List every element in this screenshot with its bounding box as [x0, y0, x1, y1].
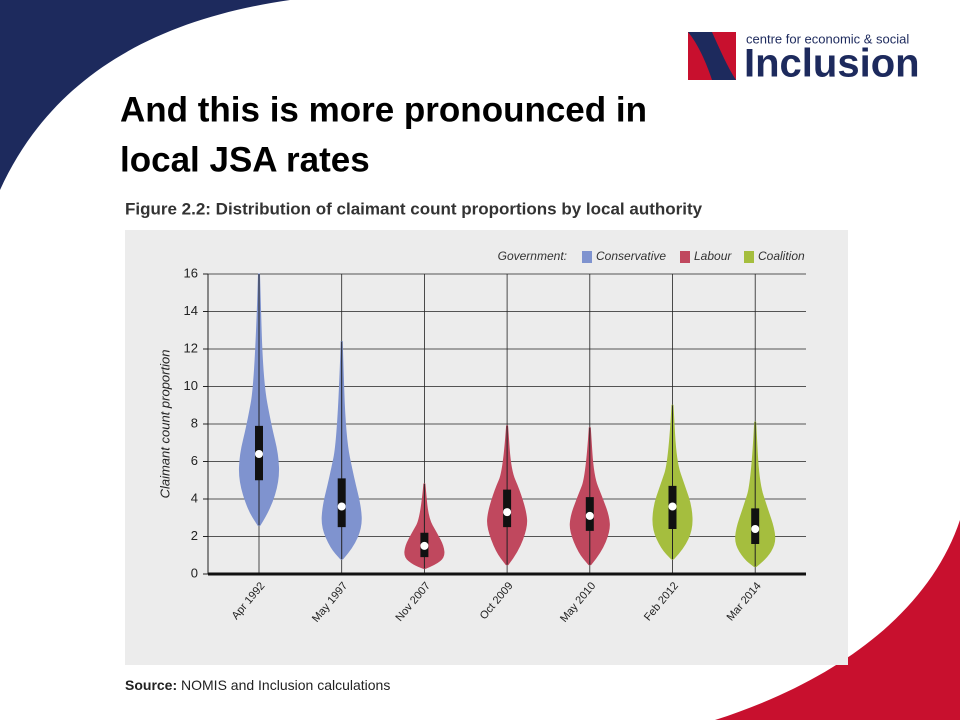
median: [751, 525, 760, 533]
legend-swatch: [582, 251, 592, 263]
legend-label: Coalition: [758, 249, 805, 263]
median: [503, 508, 512, 517]
y-tick-label: 2: [191, 528, 198, 543]
median: [668, 502, 677, 511]
corner-swoosh: [0, 0, 290, 190]
logo: centre for economic & social Inclusion: [688, 31, 920, 86]
y-tick-label: 14: [184, 303, 198, 318]
corner-swoosh: [715, 520, 960, 720]
logo-tagline: centre for economic & social: [746, 31, 909, 46]
chart-title: Figure 2.2: Distribution of claimant cou…: [125, 199, 703, 218]
legend-label: Conservative: [596, 249, 666, 263]
logo-icon: [688, 32, 736, 80]
y-tick-label: 0: [191, 565, 198, 580]
y-tick-label: 16: [184, 265, 198, 280]
y-tick-label: 8: [191, 415, 198, 430]
y-axis-label: Claimant count proportion: [157, 350, 172, 499]
source-text: NOMIS and Inclusion calculations: [181, 677, 390, 693]
median: [585, 511, 594, 520]
heading: local JSA rates: [120, 140, 370, 179]
source-label: Source:: [125, 677, 177, 693]
y-tick-label: 12: [184, 340, 198, 355]
median: [420, 541, 429, 550]
y-tick-label: 6: [191, 453, 198, 468]
source: Source: NOMIS and Inclusion calculations: [125, 677, 390, 693]
median: [337, 502, 346, 511]
heading: And this is more pronounced in: [120, 90, 647, 129]
median: [255, 450, 263, 458]
legend-swatch: [680, 251, 690, 263]
y-tick-label: 4: [191, 490, 198, 505]
logo-name: Inclusion: [744, 42, 920, 86]
y-tick-label: 10: [184, 378, 198, 393]
legend-title: Government:: [498, 249, 567, 263]
legend-label: Labour: [694, 249, 732, 263]
legend-swatch: [744, 251, 754, 263]
